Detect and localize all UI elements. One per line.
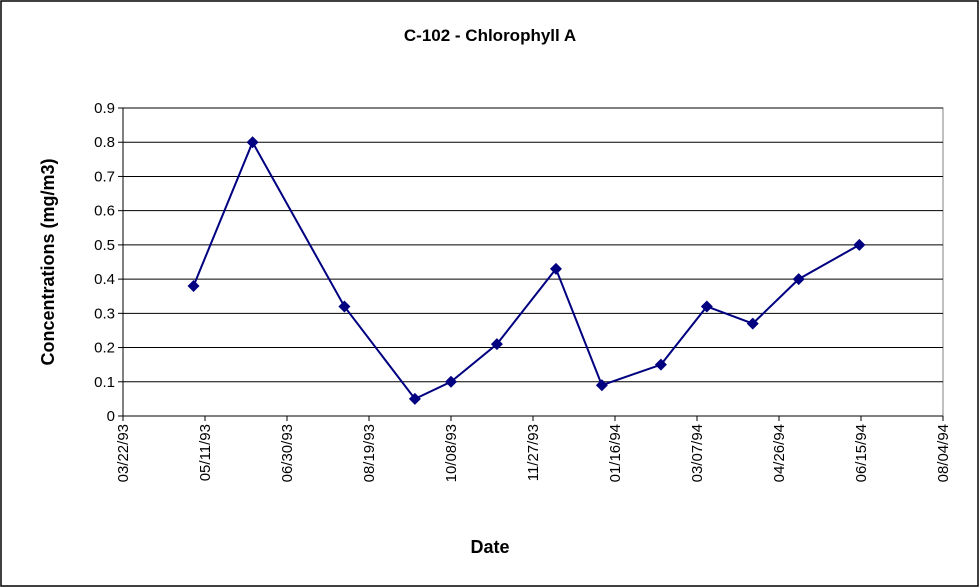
x-tick-label: 01/16/94 — [607, 424, 624, 482]
x-axis-title: Date — [470, 537, 509, 557]
x-tick-label: 06/30/93 — [279, 424, 296, 482]
x-tick-label: 11/27/93 — [525, 424, 542, 481]
x-tick-label: 06/15/94 — [853, 424, 870, 482]
data-point — [338, 300, 351, 313]
data-point — [187, 279, 200, 292]
plot-area — [122, 107, 944, 417]
x-tick-label: 03/22/93 — [115, 424, 132, 482]
data-point — [595, 379, 608, 392]
chart-title: C-102 - Chlorophyll A — [404, 26, 576, 45]
y-tick-label: 0 — [107, 408, 115, 425]
data-point — [654, 358, 667, 371]
x-tick-label: 10/08/93 — [443, 424, 460, 482]
x-tick-label: 04/26/94 — [771, 424, 788, 482]
data-point — [490, 338, 503, 351]
x-tick-label: 03/07/94 — [689, 424, 706, 482]
data-point — [408, 392, 421, 405]
data-point — [700, 300, 713, 313]
y-tick-label: 0.9 — [94, 100, 115, 117]
x-tick-label: 05/11/93 — [197, 424, 214, 481]
y-tick-label: 0.4 — [94, 271, 115, 288]
data-point — [792, 273, 805, 286]
y-tick-label: 0.5 — [94, 237, 115, 254]
y-tick-label: 0.6 — [94, 203, 115, 220]
y-tick-label: 0.1 — [94, 374, 115, 391]
y-tick-label: 0.7 — [94, 168, 115, 185]
y-axis-title: Concentrations (mg/m3) — [38, 158, 58, 365]
data-point — [549, 262, 562, 275]
x-tick-label: 08/04/94 — [935, 424, 952, 482]
x-tick-label: 08/19/93 — [361, 424, 378, 482]
data-point — [746, 317, 759, 330]
data-point — [853, 238, 866, 251]
data-point — [445, 375, 457, 388]
y-tick-label: 0.2 — [94, 340, 115, 357]
y-tick-label: 0.3 — [94, 305, 115, 322]
data-point — [246, 136, 259, 149]
y-tick-label: 0.8 — [94, 134, 115, 151]
